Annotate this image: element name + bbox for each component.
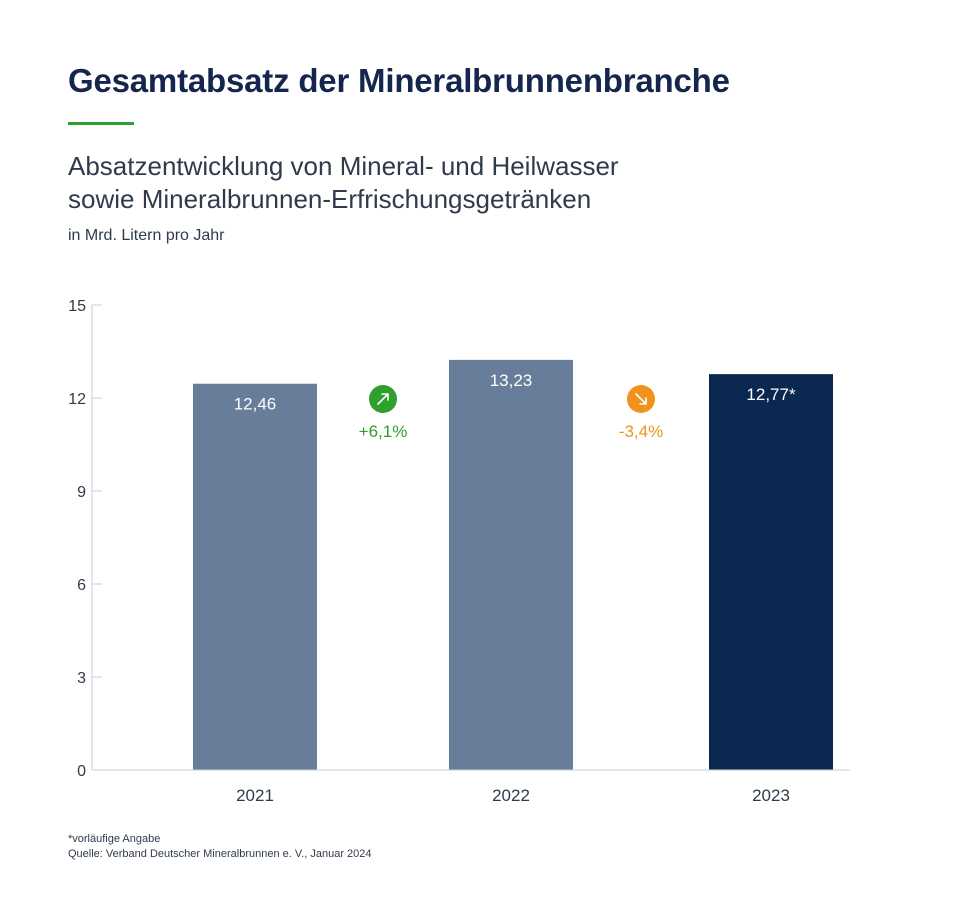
- x-tick-label-2022: 2022: [492, 786, 530, 805]
- title-accent-rule: [68, 122, 134, 125]
- arrow-down-right-icon-glyph: [635, 393, 647, 405]
- y-tick-label: 12: [68, 391, 86, 408]
- chart-title: Gesamtabsatz der Mineralbrunnenbranche: [68, 62, 730, 99]
- preliminary-note: *vorläufige Angabe: [68, 833, 161, 845]
- x-tick-label-2023: 2023: [752, 786, 790, 805]
- data-label-2021: 12,46: [234, 395, 277, 414]
- unit-label: in Mrd. Litern pro Jahr: [68, 227, 225, 244]
- data-label-2023: 12,77*: [746, 385, 796, 404]
- y-tick-label: 6: [77, 577, 86, 594]
- bar-chart: 0 3 6 9 12 15 12,46 2021 13,23 2022 12,77* 2023 +6,1…: [68, 298, 850, 805]
- x-tick-label-2021: 2021: [236, 786, 274, 805]
- source-note: Quelle: Verband Deutscher Mineralbrunnen…: [68, 848, 372, 860]
- y-tick-label: 9: [77, 484, 86, 501]
- subtitle-line-2: sowie Mineralbrunnen-Erfrischungsgetränk…: [68, 184, 592, 214]
- footnote: *vorläufige Angabe Quelle: Verband Deuts…: [68, 832, 372, 862]
- y-tick-label: 15: [68, 298, 86, 315]
- change-label-up: +6,1%: [359, 422, 408, 441]
- bar-2022: [449, 359, 573, 770]
- arrow-up-right-icon-glyph: [377, 393, 389, 405]
- subtitle-line-1: Absatzentwicklung von Mineral- und Heilw…: [68, 151, 619, 181]
- bar-2023: [709, 374, 833, 770]
- data-label-2022: 13,23: [490, 371, 533, 390]
- bar-2021: [193, 383, 317, 770]
- chart-subtitle: Absatzentwicklung von Mineral- und Heilw…: [68, 150, 619, 216]
- y-tick-label: 0: [77, 763, 86, 780]
- y-tick-label: 3: [77, 670, 86, 687]
- change-label-down: -3,4%: [619, 422, 663, 441]
